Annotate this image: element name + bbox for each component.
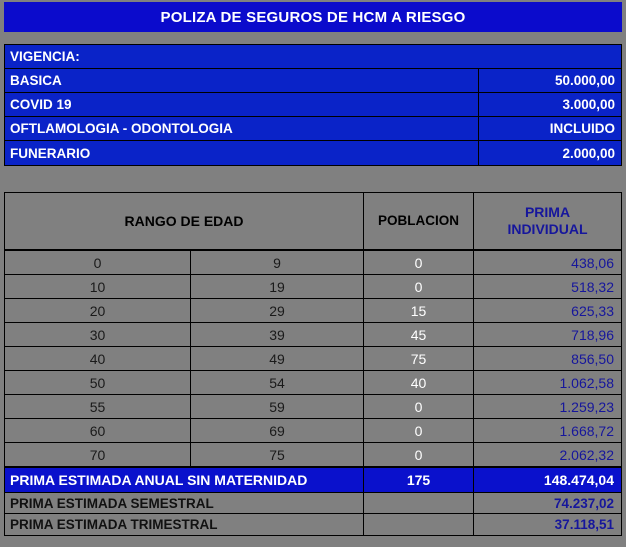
premium-table: RANGO DE EDAD POBLACION PRIMA INDIVIDUAL…	[4, 192, 622, 536]
cell-age-to: 9	[191, 251, 364, 274]
summary-poblacion-total: 175	[364, 468, 474, 492]
cell-prima: 1.062,58	[559, 374, 615, 391]
cell-prima: 1.259,23	[559, 398, 615, 415]
cell-poblacion: 40	[364, 371, 474, 394]
cell-poblacion: 0	[364, 443, 474, 466]
summary-prima-anual: 148.474,04	[543, 472, 614, 488]
summary-poblacion-trimestral	[364, 514, 474, 535]
summary-row-trimestral[interactable]: PRIMA ESTIMADA TRIMESTRAL 37.118,51	[5, 514, 621, 535]
column-header-rango-de-edad: RANGO DE EDAD	[5, 193, 364, 249]
cell-age-to: 49	[191, 347, 364, 370]
cell-age-from: 70	[5, 443, 191, 466]
cell-prima: 2.062,32	[559, 446, 615, 463]
vigencia-value-basica: 50.000,00	[554, 73, 615, 88]
column-header-prima-individual: PRIMA INDIVIDUAL	[507, 204, 588, 237]
summary-label-semestral: PRIMA ESTIMADA SEMESTRAL	[5, 493, 364, 513]
vigencia-value-covid19: 3.000,00	[562, 97, 615, 112]
cell-age-from: 40	[5, 347, 191, 370]
vigencia-heading-row[interactable]: VIGENCIA:	[5, 45, 621, 69]
table-row[interactable]: 55 59 0 1.259,23	[5, 395, 621, 419]
cell-prima: 438,06	[571, 254, 614, 271]
vigencia-section: VIGENCIA: BASICA 50.000,00 COVID 19 3.00…	[4, 44, 622, 166]
cell-age-from: 50	[5, 371, 191, 394]
cell-age-to: 29	[191, 299, 364, 322]
cell-poblacion: 15	[364, 299, 474, 322]
vigencia-row-covid19[interactable]: COVID 19 3.000,00	[5, 93, 621, 117]
cell-poblacion: 45	[364, 323, 474, 346]
table-row[interactable]: 10 19 0 518,32	[5, 275, 621, 299]
cell-prima: 518,32	[571, 278, 614, 295]
table-row[interactable]: 30 39 45 718,96	[5, 323, 621, 347]
cell-prima: 856,50	[571, 350, 614, 367]
table-row[interactable]: 60 69 0 1.668,72	[5, 419, 621, 443]
summary-poblacion-semestral	[364, 493, 474, 513]
cell-age-from: 10	[5, 275, 191, 298]
vigencia-value-funerario: 2.000,00	[562, 145, 615, 161]
cell-age-from: 60	[5, 419, 191, 442]
cell-poblacion: 75	[364, 347, 474, 370]
summary-row-anual[interactable]: PRIMA ESTIMADA ANUAL SIN MATERNIDAD 175 …	[5, 467, 621, 493]
cell-age-to: 54	[191, 371, 364, 394]
cell-age-from: 0	[5, 251, 191, 274]
cell-age-to: 69	[191, 419, 364, 442]
column-header-poblacion: POBLACION	[364, 193, 474, 249]
cell-prima: 625,33	[571, 302, 614, 319]
vigencia-heading-label: VIGENCIA:	[10, 49, 80, 64]
table-header-row: RANGO DE EDAD POBLACION PRIMA INDIVIDUAL	[5, 193, 621, 251]
table-row[interactable]: 20 29 15 625,33	[5, 299, 621, 323]
vigencia-heading-value	[479, 45, 621, 68]
cell-poblacion: 0	[364, 275, 474, 298]
cell-poblacion: 0	[364, 419, 474, 442]
cell-age-to: 19	[191, 275, 364, 298]
cell-age-to: 39	[191, 323, 364, 346]
vigencia-row-funerario[interactable]: FUNERARIO 2.000,00	[5, 141, 621, 165]
table-row[interactable]: 0 9 0 438,06	[5, 251, 621, 275]
page-title: POLIZA DE SEGUROS DE HCM A RIESGO	[4, 2, 622, 32]
cell-age-to: 59	[191, 395, 364, 418]
cell-prima: 718,96	[571, 326, 614, 343]
cell-age-to: 75	[191, 443, 364, 466]
cell-age-from: 20	[5, 299, 191, 322]
summary-row-semestral[interactable]: PRIMA ESTIMADA SEMESTRAL 74.237,02	[5, 493, 621, 514]
vigencia-value-oftalmologia-odontologia: INCLUIDO	[549, 121, 615, 136]
vigencia-label-funerario: FUNERARIO	[5, 141, 479, 165]
vigencia-row-basica[interactable]: BASICA 50.000,00	[5, 69, 621, 93]
cell-poblacion: 0	[364, 251, 474, 274]
vigencia-row-oftalmologia-odontologia[interactable]: OFTLAMOLOGIA - ODONTOLOGIA INCLUIDO	[5, 117, 621, 141]
cell-age-from: 30	[5, 323, 191, 346]
table-row[interactable]: 70 75 0 2.062,32	[5, 443, 621, 467]
cell-poblacion: 0	[364, 395, 474, 418]
summary-prima-semestral: 74.237,02	[553, 495, 614, 511]
vigencia-label-basica: BASICA	[5, 69, 479, 92]
vigencia-label-covid19: COVID 19	[5, 93, 479, 116]
table-row[interactable]: 50 54 40 1.062,58	[5, 371, 621, 395]
vigencia-label-oftalmologia-odontologia: OFTLAMOLOGIA - ODONTOLOGIA	[5, 117, 479, 140]
summary-label-anual: PRIMA ESTIMADA ANUAL SIN MATERNIDAD	[5, 468, 364, 492]
table-row[interactable]: 40 49 75 856,50	[5, 347, 621, 371]
cell-prima: 1.668,72	[559, 422, 615, 439]
cell-age-from: 55	[5, 395, 191, 418]
summary-prima-trimestral: 37.118,51	[554, 517, 614, 532]
summary-label-trimestral: PRIMA ESTIMADA TRIMESTRAL	[5, 514, 364, 535]
